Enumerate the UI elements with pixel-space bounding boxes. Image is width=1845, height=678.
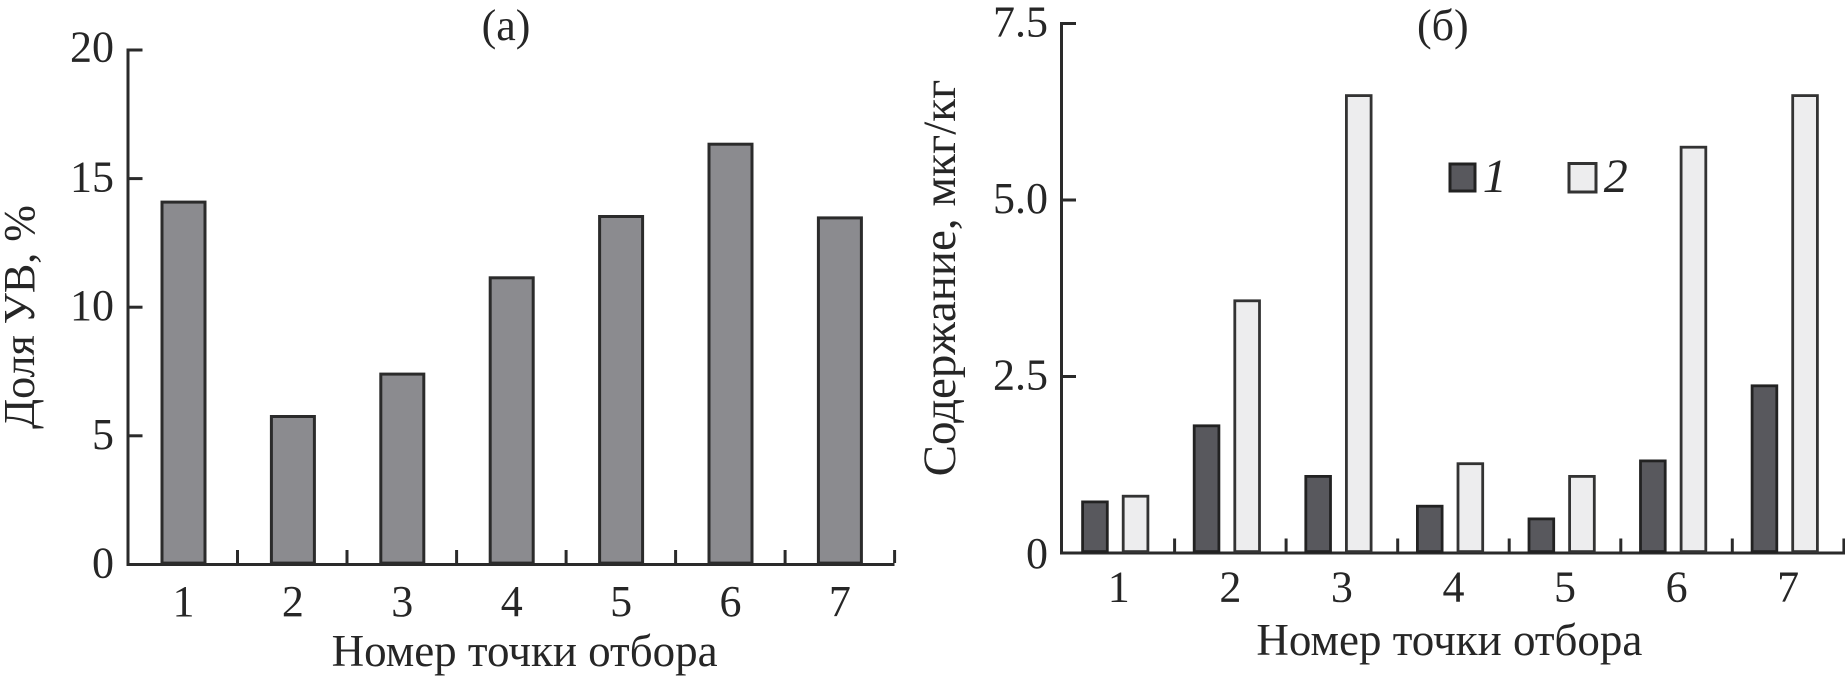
svg-text:Доля УВ, %: Доля УВ, % — [0, 205, 44, 429]
svg-text:4: 4 — [501, 577, 523, 626]
svg-text:3: 3 — [1331, 563, 1353, 612]
svg-text:3: 3 — [391, 577, 413, 626]
svg-text:7: 7 — [1777, 563, 1799, 612]
svg-text:5: 5 — [610, 577, 632, 626]
svg-text:5: 5 — [1554, 563, 1576, 612]
svg-text:6: 6 — [1666, 563, 1688, 612]
svg-text:1: 1 — [173, 577, 195, 626]
svg-text:Содержание, мкг/кг: Содержание, мкг/кг — [914, 80, 966, 477]
svg-text:4: 4 — [1443, 563, 1465, 612]
svg-text:5: 5 — [92, 410, 114, 459]
svg-text:7.5: 7.5 — [993, 0, 1048, 47]
svg-text:2: 2 — [1604, 150, 1628, 203]
svg-text:Номер точки отбора: Номер точки отбора — [332, 626, 718, 676]
svg-text:5.0: 5.0 — [993, 174, 1048, 223]
svg-text:2: 2 — [282, 577, 304, 626]
svg-text:1: 1 — [1483, 150, 1507, 203]
svg-text:0: 0 — [92, 539, 114, 588]
svg-text:1: 1 — [1108, 563, 1130, 612]
svg-text:10: 10 — [70, 281, 114, 330]
svg-text:(б): (б) — [1417, 1, 1469, 50]
svg-text:15: 15 — [70, 153, 114, 202]
svg-text:7: 7 — [829, 577, 851, 626]
svg-text:20: 20 — [70, 23, 114, 72]
svg-text:6: 6 — [720, 577, 742, 626]
svg-text:2.5: 2.5 — [993, 351, 1048, 400]
svg-text:Номер точки отбора: Номер точки отбора — [1256, 615, 1642, 665]
svg-text:0: 0 — [1026, 529, 1048, 578]
svg-text:(а): (а) — [482, 1, 531, 50]
svg-text:2: 2 — [1219, 563, 1241, 612]
